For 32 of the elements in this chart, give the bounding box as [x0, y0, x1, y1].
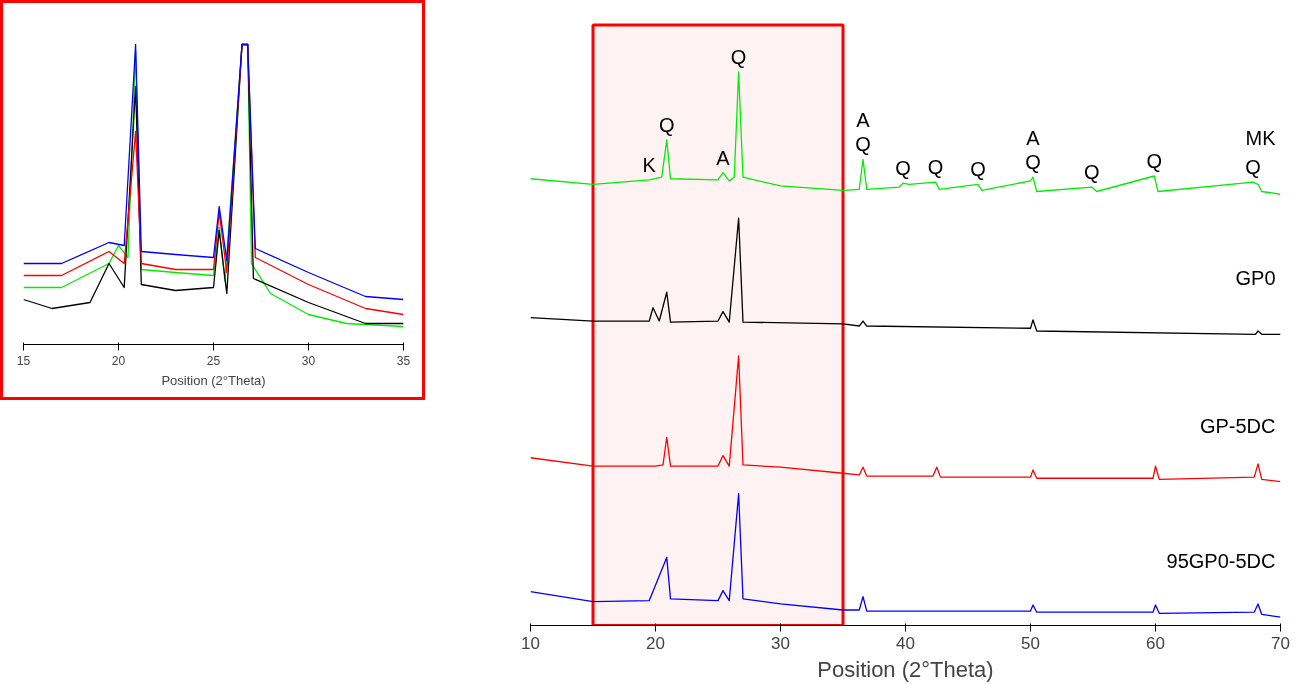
x-tick-label: 20: [646, 633, 665, 653]
annotation: Q: [730, 45, 747, 68]
annotation: Q: [1245, 156, 1261, 179]
annotation: K: [642, 153, 657, 176]
annotation: Q: [855, 133, 871, 156]
x-tick-label: 60: [1146, 633, 1165, 653]
annotation: A: [716, 146, 731, 169]
x-axis-title: Position (2°Theta): [161, 372, 266, 388]
x-axis-title: Position (2°Theta): [817, 656, 994, 682]
annotation: A: [1026, 127, 1041, 150]
annotation: Q: [1025, 151, 1041, 174]
annotation: Q: [1083, 161, 1100, 184]
annotation: Q: [970, 158, 986, 181]
annotation: A: [856, 109, 871, 132]
x-tick-label: 30: [301, 353, 316, 368]
x-tick-label: 70: [1271, 633, 1290, 653]
x-tick-label: 30: [771, 633, 790, 653]
annotation: Q: [658, 114, 675, 137]
x-tick-label: 35: [396, 353, 411, 368]
annotation: Q: [1146, 150, 1163, 172]
x-tick-label: 10: [521, 633, 540, 653]
x-tick-label: 20: [111, 353, 126, 368]
x-tick-label: 15: [16, 353, 31, 368]
x-tick-label: 40: [896, 633, 915, 653]
annotation: Q: [927, 156, 944, 179]
series-label: MK: [1245, 127, 1277, 150]
annotation: Q: [895, 157, 911, 180]
text: GP0: [1235, 267, 1276, 290]
x-tick-label: 25: [206, 353, 221, 368]
series-label: GP-5DC: [1199, 414, 1276, 437]
x-tick-label: 50: [1021, 633, 1040, 653]
series-label: 95GP0-5DC: [1166, 550, 1276, 573]
